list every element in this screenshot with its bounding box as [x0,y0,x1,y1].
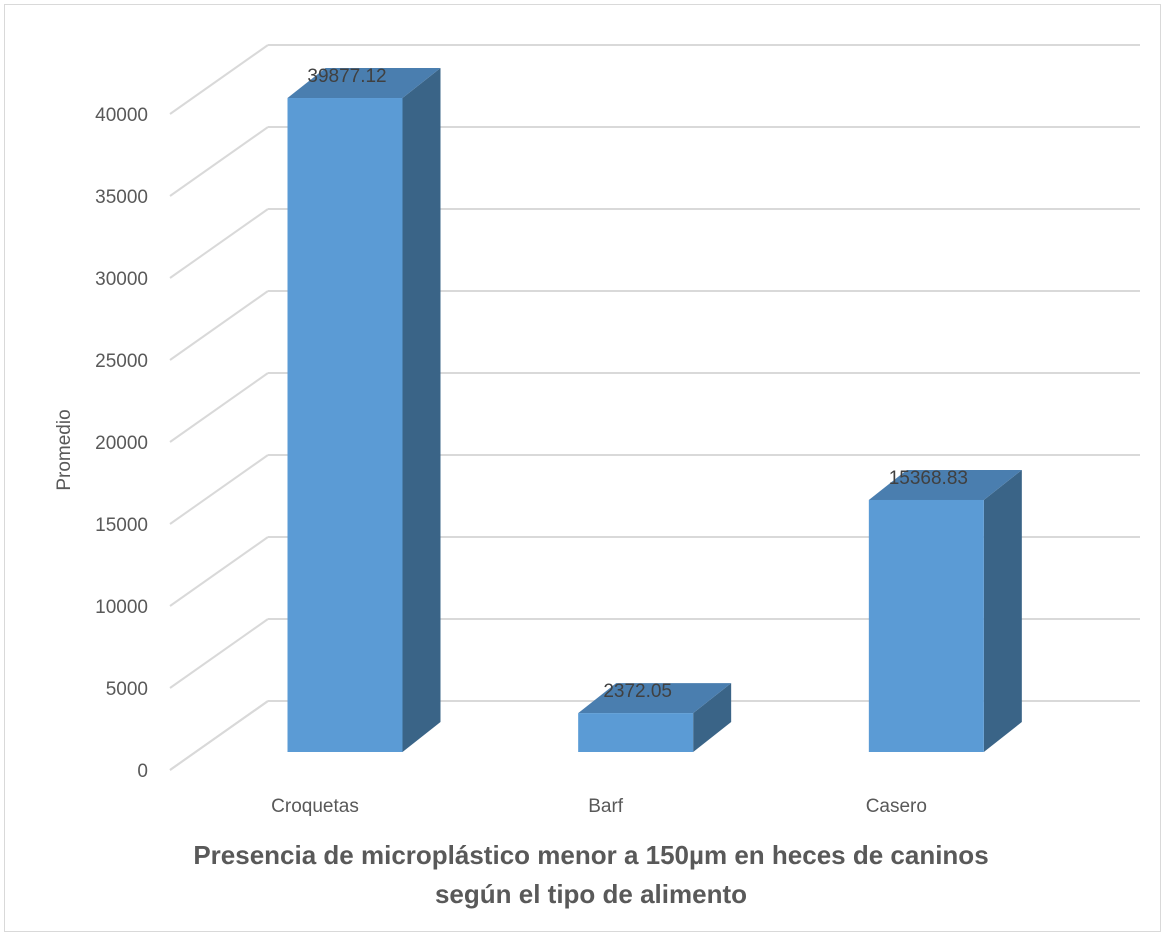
bar-side [693,683,732,752]
gridline-side [169,290,269,361]
gridline-side [169,454,269,525]
bar-top [578,683,732,714]
chart-frame [4,4,1161,932]
y-tick-label: 0 [137,761,148,782]
x-axis-categories: Croquetas Barf Casero [271,796,927,817]
y-tick-label: 30000 [95,269,148,290]
y-tick-label: 10000 [95,597,148,618]
data-labels: 39877.12 2372.05 15368.83 [307,66,968,702]
bar-side [402,68,441,752]
bar-barf [578,683,732,752]
data-label-casero: 15368.83 [889,468,968,489]
category-label-casero: Casero [866,796,927,817]
y-tick-label: 15000 [95,515,148,536]
y-tick-label: 40000 [95,105,148,126]
gridline-side [169,126,269,197]
bar-casero [868,469,1022,752]
y-tick-label: 20000 [95,433,148,454]
y-axis-title: Promedio [54,409,75,490]
bar-side [983,469,1022,752]
bars [287,68,1022,752]
chart-subtitle: según el tipo de alimento [435,879,747,909]
bar-front [868,499,984,752]
y-tick-label: 5000 [106,679,148,700]
y-tick-label: 25000 [95,351,148,372]
gridline-side [169,372,269,443]
floor-edge [169,700,269,771]
bar-croquetas [287,68,441,752]
chart-title: Presencia de microplástico menor a 150µm… [193,840,988,870]
data-label-barf: 2372.05 [603,681,672,702]
bar-front [578,713,694,752]
gridline-side [169,536,269,607]
gridline-side [169,618,269,689]
bar-top [868,469,1022,500]
category-label-barf: Barf [588,796,624,817]
gridline-side [169,44,269,115]
data-label-croquetas: 39877.12 [307,66,386,87]
y-tick-label: 35000 [95,187,148,208]
category-label-croquetas: Croquetas [271,796,359,817]
bar-top [287,68,441,99]
gridline-side [169,208,269,279]
y-axis-ticks: 0 5000 10000 15000 20000 25000 30000 35000 40000 [95,105,148,782]
bar-front [287,98,403,752]
